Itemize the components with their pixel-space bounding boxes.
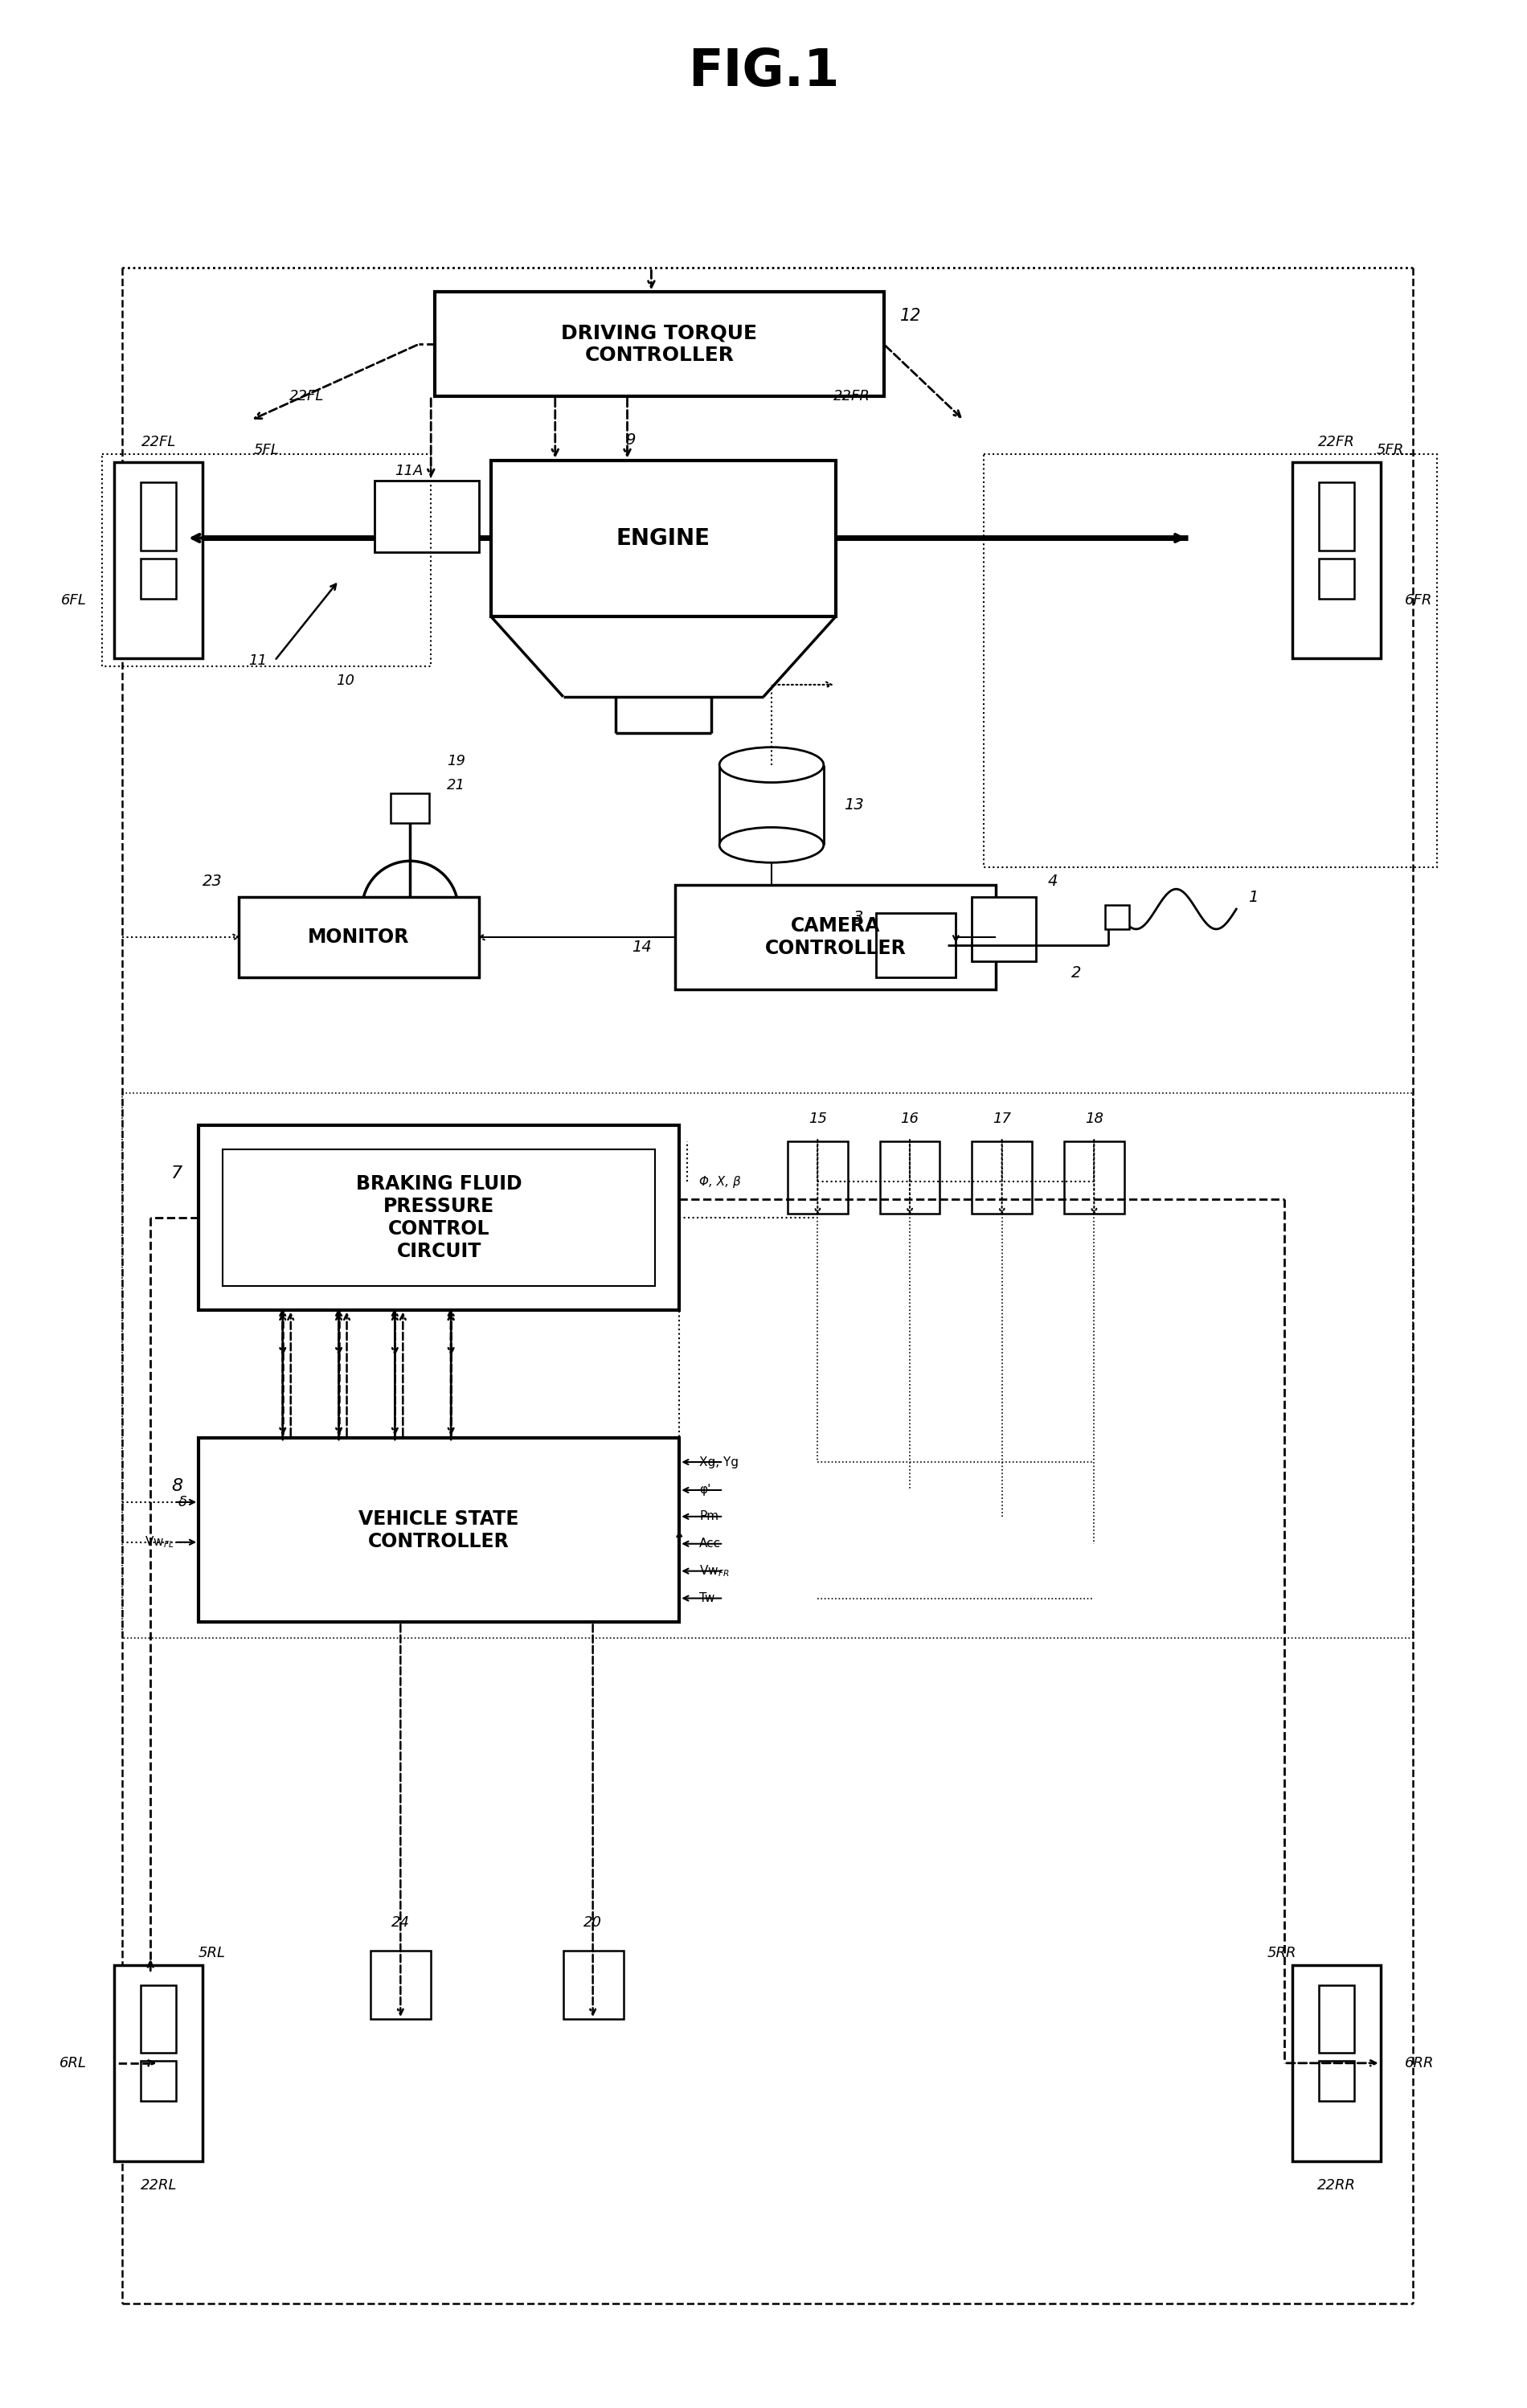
Text: 5RL: 5RL [199, 1946, 226, 1960]
Text: 17: 17 [993, 1112, 1011, 1127]
Text: 24: 24 [391, 1917, 409, 1931]
Bar [102, 455, 431, 667]
Text: BRAKING FLUID
PRESSURE
CONTROL
CIRCUIT: BRAKING FLUID PRESSURE CONTROL CIRCUIT [356, 1175, 522, 1262]
Text: FIG.1: FIG.1 [687, 46, 840, 96]
Text: 14: 14 [632, 939, 652, 956]
Bar [875, 913, 956, 978]
Ellipse shape [719, 746, 823, 783]
Text: δ: δ [179, 1495, 188, 1510]
Text: 1: 1 [1248, 889, 1258, 905]
Text: Φ, X, β: Φ, X, β [699, 1175, 741, 1187]
Text: 22RL: 22RL [140, 2179, 177, 2194]
Bar [1106, 905, 1128, 929]
Text: 8: 8 [171, 1479, 183, 1493]
Bar [1292, 462, 1380, 660]
Text: DRIVING TORQUE
CONTROLLER: DRIVING TORQUE CONTROLLER [562, 323, 757, 366]
Text: Vw$_{FL}$: Vw$_{FL}$ [145, 1534, 174, 1551]
Text: 6RL: 6RL [60, 2056, 87, 2071]
Text: 23: 23 [203, 874, 223, 889]
Circle shape [362, 862, 458, 956]
Text: 11: 11 [249, 653, 267, 667]
Bar [675, 886, 996, 990]
Text: 11A: 11A [395, 462, 423, 477]
Bar [391, 792, 429, 824]
Bar [140, 559, 176, 600]
Bar [199, 1438, 680, 1623]
Text: 22FR: 22FR [834, 390, 870, 405]
Text: 15: 15 [808, 1112, 826, 1127]
Text: 13: 13 [843, 797, 864, 811]
Text: Acc: Acc [699, 1539, 721, 1551]
Text: CAMERA
CONTROLLER: CAMERA CONTROLLER [765, 917, 906, 958]
Bar [238, 898, 479, 978]
Text: 16: 16 [901, 1112, 919, 1127]
Text: 21: 21 [447, 778, 466, 792]
Text: 19: 19 [447, 754, 466, 768]
Text: 22RR: 22RR [1318, 2179, 1356, 2194]
Text: 6FR: 6FR [1405, 592, 1432, 607]
Text: 5FR: 5FR [1376, 443, 1405, 458]
Text: 5RR: 5RR [1267, 1946, 1296, 1960]
Bar [122, 1093, 1412, 1637]
Text: 3: 3 [854, 910, 864, 925]
Text: 5FL: 5FL [253, 443, 279, 458]
Text: 22FL: 22FL [140, 436, 176, 450]
Bar [880, 1141, 939, 1214]
Bar [223, 1149, 655, 1286]
Text: Vw$_{FR}$: Vw$_{FR}$ [699, 1563, 730, 1580]
Text: Pm: Pm [699, 1510, 719, 1522]
Text: φ': φ' [699, 1483, 712, 1495]
Bar [971, 898, 1035, 961]
Bar [371, 1950, 431, 2018]
Bar [1292, 1965, 1380, 2162]
Text: 20: 20 [583, 1917, 602, 1931]
Bar [1319, 2061, 1354, 2102]
Text: 6FL: 6FL [61, 592, 87, 607]
Bar [1319, 482, 1354, 551]
Text: 2: 2 [1070, 966, 1081, 980]
Text: 4: 4 [1048, 874, 1058, 889]
Text: 7: 7 [171, 1165, 183, 1182]
Text: 22FL: 22FL [289, 390, 324, 405]
Bar [1319, 1984, 1354, 2054]
Bar [1319, 559, 1354, 600]
Bar [140, 1984, 176, 2054]
Text: Tw: Tw [699, 1592, 715, 1604]
Bar [140, 482, 176, 551]
Bar [374, 479, 479, 551]
Text: 18: 18 [1084, 1112, 1104, 1127]
Text: 12: 12 [899, 308, 921, 325]
Text: 6RR: 6RR [1405, 2056, 1434, 2071]
Bar [115, 462, 203, 660]
Bar [563, 1950, 623, 2018]
Text: 22FR: 22FR [1318, 436, 1354, 450]
Text: 10: 10 [336, 674, 354, 689]
Bar [435, 291, 884, 397]
Ellipse shape [719, 828, 823, 862]
Text: MONITOR: MONITOR [308, 927, 409, 946]
Bar [140, 2061, 176, 2102]
Text: VEHICLE STATE
CONTROLLER: VEHICLE STATE CONTROLLER [359, 1510, 519, 1551]
Text: Xg, Yg: Xg, Yg [699, 1457, 739, 1469]
Bar [115, 1965, 203, 2162]
Bar [971, 1141, 1032, 1214]
Bar [1064, 1141, 1124, 1214]
Bar [983, 455, 1437, 867]
Bar [788, 1141, 847, 1214]
Bar [199, 1125, 680, 1310]
Text: ENGINE: ENGINE [617, 527, 710, 549]
Text: 9: 9 [626, 433, 635, 448]
Bar [492, 460, 835, 616]
